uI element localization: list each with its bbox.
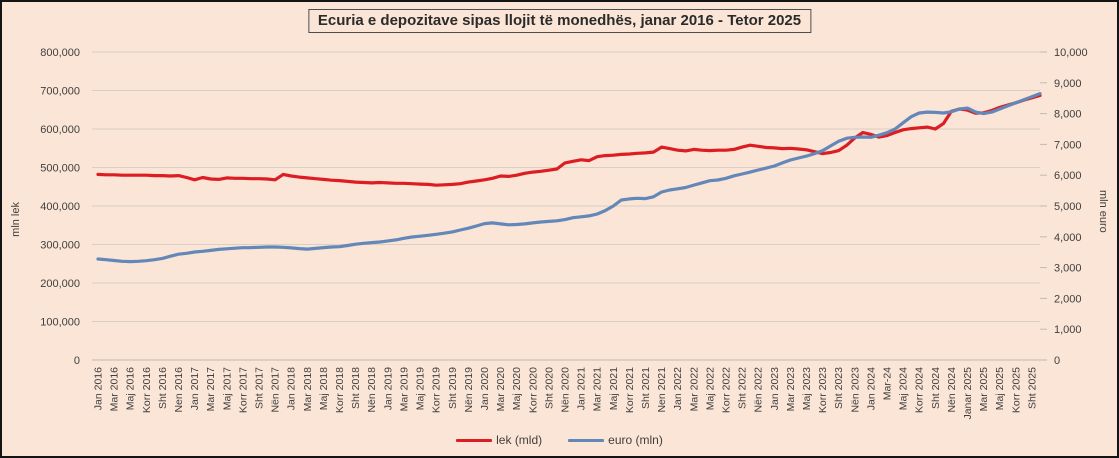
svg-text:Mar 2023: Mar 2023 xyxy=(785,367,797,412)
chart-title: Ecuria e depozitave sipas llojit të mone… xyxy=(307,9,812,33)
svg-text:Korr 2025: Korr 2025 xyxy=(1010,367,1022,413)
svg-text:5,000: 5,000 xyxy=(1054,201,1082,213)
legend-item-euro: euro (mln) xyxy=(568,433,663,447)
svg-text:Jan 2020: Jan 2020 xyxy=(479,367,491,410)
svg-text:Korr 2019: Korr 2019 xyxy=(431,367,443,413)
legend-label-euro: euro (mln) xyxy=(608,433,663,447)
svg-text:Sht 2017: Sht 2017 xyxy=(254,367,266,409)
svg-text:Nën 2023: Nën 2023 xyxy=(849,367,861,413)
svg-text:Sht 2021: Sht 2021 xyxy=(640,367,652,409)
svg-text:Jan 2018: Jan 2018 xyxy=(286,367,298,410)
svg-text:Maj 2025: Maj 2025 xyxy=(994,367,1006,410)
svg-text:Maj 2022: Maj 2022 xyxy=(704,367,716,410)
svg-text:Maj 2024: Maj 2024 xyxy=(898,367,910,410)
svg-text:Sht 2016: Sht 2016 xyxy=(157,367,169,409)
svg-text:2,000: 2,000 xyxy=(1054,293,1082,305)
svg-text:Korr 2020: Korr 2020 xyxy=(527,367,539,413)
svg-text:100,000: 100,000 xyxy=(40,317,80,329)
lek-line-swatch xyxy=(456,438,493,442)
svg-text:Nen 2021: Nen 2021 xyxy=(656,367,668,413)
svg-text:Jan 2016: Jan 2016 xyxy=(93,367,105,410)
svg-text:Maj 2021: Maj 2021 xyxy=(608,367,620,410)
svg-text:Sht 2020: Sht 2020 xyxy=(543,367,555,409)
svg-text:Nën 2019: Nën 2019 xyxy=(463,367,475,413)
svg-text:700,000: 700,000 xyxy=(40,86,80,98)
svg-text:Mar 2025: Mar 2025 xyxy=(978,367,990,412)
svg-text:Sht 2024: Sht 2024 xyxy=(930,367,942,409)
svg-text:0: 0 xyxy=(1054,355,1060,367)
svg-text:Mar 2018: Mar 2018 xyxy=(302,367,314,412)
svg-text:Mar 2020: Mar 2020 xyxy=(495,367,507,412)
svg-text:Korr 2022: Korr 2022 xyxy=(721,367,733,413)
svg-text:Janar 2025: Janar 2025 xyxy=(962,367,974,420)
svg-text:200,000: 200,000 xyxy=(40,278,80,290)
svg-text:800,000: 800,000 xyxy=(40,47,80,59)
euro-line-swatch xyxy=(568,438,605,442)
svg-text:Nën 2017: Nën 2017 xyxy=(270,367,282,413)
legend-label-lek: lek (mld) xyxy=(496,433,543,447)
svg-text:Maj 2016: Maj 2016 xyxy=(125,367,137,410)
svg-text:0: 0 xyxy=(74,355,80,367)
svg-text:Nën 2024: Nën 2024 xyxy=(946,367,958,413)
svg-text:Mar-24: Mar-24 xyxy=(882,367,894,400)
svg-text:Maj 2017: Maj 2017 xyxy=(221,367,233,410)
svg-text:3,000: 3,000 xyxy=(1054,263,1082,275)
svg-text:Korr 2016: Korr 2016 xyxy=(141,367,153,413)
svg-text:600,000: 600,000 xyxy=(40,124,80,136)
svg-text:Nen 2016: Nen 2016 xyxy=(173,367,185,413)
svg-text:Maj 2023: Maj 2023 xyxy=(801,367,813,410)
svg-text:Korr 2023: Korr 2023 xyxy=(817,367,829,413)
legend-item-lek: lek (mld) xyxy=(456,433,542,447)
svg-text:Jan 2019: Jan 2019 xyxy=(382,367,394,410)
svg-text:9,000: 9,000 xyxy=(1054,78,1082,90)
svg-text:Mar 2019: Mar 2019 xyxy=(398,367,410,412)
right-axis-title: mln euro xyxy=(1097,190,1109,233)
svg-text:Jan 2022: Jan 2022 xyxy=(672,367,684,410)
svg-text:Jan 2024: Jan 2024 xyxy=(865,367,877,410)
svg-text:Korr 2024: Korr 2024 xyxy=(914,367,926,413)
svg-text:Jan 2017: Jan 2017 xyxy=(189,367,201,410)
svg-text:Sht 2025: Sht 2025 xyxy=(1026,367,1038,409)
svg-text:Sht 2018: Sht 2018 xyxy=(350,367,362,409)
svg-text:Mar 2017: Mar 2017 xyxy=(205,367,217,412)
svg-text:Maj 2018: Maj 2018 xyxy=(318,367,330,410)
svg-text:7,000: 7,000 xyxy=(1054,139,1082,151)
svg-text:8,000: 8,000 xyxy=(1054,109,1082,121)
svg-text:1,000: 1,000 xyxy=(1054,324,1082,336)
svg-text:Maj 2020: Maj 2020 xyxy=(511,367,523,410)
svg-text:Sht 2022: Sht 2022 xyxy=(737,367,749,409)
svg-text:Maj 2019: Maj 2019 xyxy=(415,367,427,410)
svg-text:Korr 2021: Korr 2021 xyxy=(624,367,636,413)
svg-text:Nën 2018: Nën 2018 xyxy=(366,367,378,413)
svg-text:4,000: 4,000 xyxy=(1054,232,1082,244)
svg-text:400,000: 400,000 xyxy=(40,201,80,213)
svg-text:500,000: 500,000 xyxy=(40,163,80,175)
svg-text:Nën 2020: Nën 2020 xyxy=(559,367,571,413)
svg-text:Nën 2022: Nën 2022 xyxy=(753,367,765,413)
svg-text:Sht 2023: Sht 2023 xyxy=(833,367,845,409)
svg-text:Korr 2018: Korr 2018 xyxy=(334,367,346,413)
svg-text:Jan 2021: Jan 2021 xyxy=(576,367,588,410)
svg-text:Jan 2023: Jan 2023 xyxy=(769,367,781,410)
svg-text:Korr 2017: Korr 2017 xyxy=(237,367,249,413)
svg-text:Sht 2019: Sht 2019 xyxy=(447,367,459,409)
svg-text:Mar 2021: Mar 2021 xyxy=(592,367,604,412)
left-axis-title: mln lek xyxy=(10,202,22,237)
svg-text:Mar 2022: Mar 2022 xyxy=(688,367,700,412)
svg-text:Mar 2016: Mar 2016 xyxy=(109,367,121,412)
svg-text:10,000: 10,000 xyxy=(1054,47,1088,59)
svg-text:6,000: 6,000 xyxy=(1054,170,1082,182)
svg-text:300,000: 300,000 xyxy=(40,240,80,252)
chart-legend: lek (mld) euro (mln) xyxy=(2,433,1117,447)
